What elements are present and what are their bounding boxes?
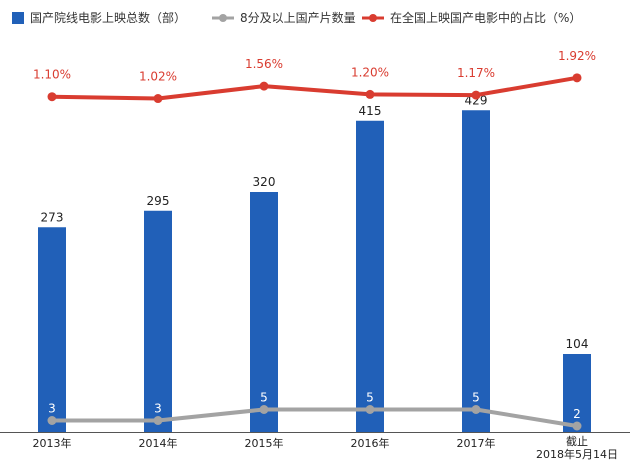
bar-value-label: 104 bbox=[566, 337, 589, 351]
legend-marker-red-series bbox=[369, 14, 377, 22]
bar-value-label: 295 bbox=[147, 194, 170, 208]
x-tick-label: 2017年 bbox=[457, 436, 496, 450]
red-series-point bbox=[471, 90, 481, 100]
bar-value-label: 320 bbox=[253, 175, 276, 189]
red-series-value-label: 1.10% bbox=[33, 68, 71, 82]
red-series-point bbox=[47, 92, 57, 102]
gray-series-value-label: 5 bbox=[366, 391, 374, 405]
red-series-value-label: 1.92% bbox=[558, 49, 596, 63]
gray-series-value-label: 3 bbox=[154, 402, 162, 416]
red-series-point bbox=[572, 73, 582, 83]
bar bbox=[250, 192, 278, 432]
x-tick-label: 2016年 bbox=[351, 436, 390, 450]
legend-marker-gray-series bbox=[219, 14, 227, 22]
red-series-value-label: 1.20% bbox=[351, 65, 389, 79]
gray-series-point bbox=[153, 416, 163, 425]
legend-swatch-bar-series bbox=[12, 12, 24, 24]
gray-series-value-label: 2 bbox=[573, 407, 581, 421]
red-series-value-label: 1.02% bbox=[139, 70, 177, 84]
x-tick-label: 2015年 bbox=[245, 436, 284, 450]
bar-value-label: 415 bbox=[359, 104, 382, 118]
red-series-line bbox=[51, 75, 578, 101]
x-tick-label: 2018年5月14日 bbox=[536, 447, 618, 461]
gray-series-value-label: 3 bbox=[48, 402, 56, 416]
legend-label-bar-series: 国产院线电影上映总数（部） bbox=[30, 10, 186, 25]
x-tick-label: 2014年 bbox=[139, 436, 178, 450]
gray-series-point bbox=[365, 405, 375, 414]
bar bbox=[462, 110, 490, 432]
gray-series-point bbox=[572, 421, 582, 431]
gray-series-point bbox=[259, 405, 269, 414]
red-series-point bbox=[259, 81, 269, 91]
x-tick-label: 截止 bbox=[566, 434, 588, 448]
legend-label-red-series: 在全国上映国产电影中的占比（%） bbox=[390, 10, 581, 25]
gray-series-value-label: 5 bbox=[260, 391, 268, 405]
x-tick-label: 2013年 bbox=[33, 436, 72, 450]
legend-label-gray-series: 8分及以上国产片数量 bbox=[240, 10, 356, 25]
red-series-value-label: 1.17% bbox=[457, 66, 495, 80]
bar bbox=[356, 120, 384, 432]
gray-series-value-label: 5 bbox=[472, 391, 480, 405]
red-series-value-label: 1.56% bbox=[245, 57, 283, 71]
red-series-point bbox=[365, 89, 375, 99]
gray-series-point bbox=[47, 416, 57, 425]
bar-value-label: 273 bbox=[41, 210, 64, 224]
red-series-point bbox=[153, 94, 163, 104]
bar bbox=[563, 354, 591, 432]
bar bbox=[38, 227, 66, 432]
bar bbox=[144, 210, 172, 432]
gray-series-point bbox=[471, 405, 481, 414]
gray-series-line bbox=[52, 407, 578, 428]
